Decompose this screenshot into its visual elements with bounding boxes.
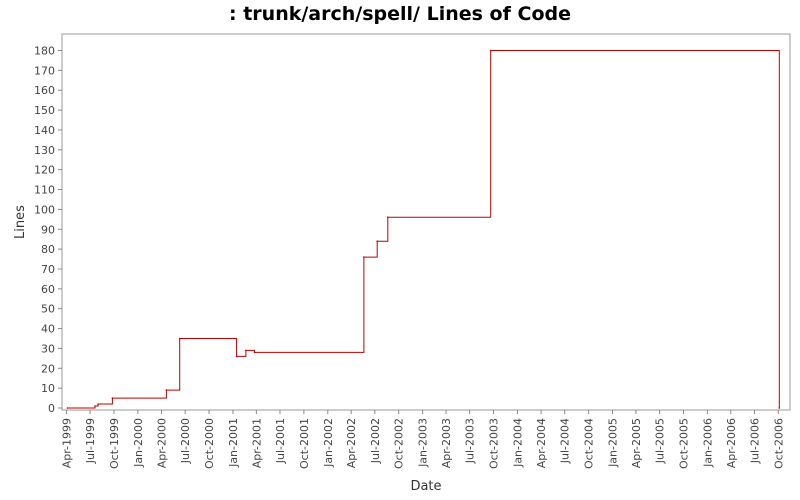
- data-point: [178, 337, 181, 340]
- y-tick-label: 50: [41, 303, 55, 316]
- data-point: [245, 349, 247, 352]
- x-tick-label: Apr-2005: [630, 418, 643, 468]
- x-tick-label: Jul-2001: [274, 418, 287, 464]
- x-tick-label: Jan-2000: [132, 418, 145, 468]
- x-tick-label: Jan-2005: [607, 418, 620, 468]
- x-axis: Apr-1999 Jul-1999 Oct-1999 Jan-2000 Apr-2000…: [60, 410, 785, 469]
- data-point: [165, 389, 168, 391]
- data-point: [66, 407, 69, 409]
- x-tick-label: Jul-2002: [369, 418, 382, 464]
- y-tick-label: 90: [41, 223, 55, 236]
- x-tick-label: Jan-2002: [322, 418, 335, 468]
- data-point: [235, 355, 238, 358]
- y-tick-label: 170: [34, 64, 55, 77]
- x-tick-label: Oct-1999: [108, 418, 121, 469]
- plot-area: [61, 33, 791, 411]
- x-tick-label: Jan-2003: [417, 418, 430, 468]
- x-tick-label: Oct-2006: [772, 418, 785, 469]
- x-tick-label: Jul-2004: [559, 418, 572, 464]
- y-tick-label: 40: [41, 323, 55, 336]
- series-line: [66, 49, 781, 409]
- x-tick-label: Jul-2005: [654, 418, 667, 464]
- y-tick-label: 20: [41, 362, 55, 375]
- x-tick-label: Apr-2006: [725, 418, 738, 468]
- x-tick-label: Jan-2001: [227, 418, 240, 468]
- x-tick-label: Jan-2006: [701, 418, 714, 468]
- y-axis-label: Lines: [13, 205, 28, 239]
- x-tick-label: Oct-2001: [298, 418, 311, 469]
- y-tick-label: 70: [41, 263, 55, 276]
- y-tick-label: 0: [48, 402, 55, 415]
- y-tick-label: 80: [41, 243, 55, 256]
- x-tick-label: Oct-2003: [488, 418, 501, 469]
- y-tick-label: 30: [41, 342, 55, 355]
- data-point: [489, 49, 492, 52]
- x-axis-label: Date: [410, 479, 441, 494]
- data-point: [94, 405, 96, 407]
- y-tick-label: 150: [34, 104, 55, 117]
- y-tick-label: 110: [34, 184, 55, 197]
- x-tick-label: Apr-1999: [60, 418, 73, 468]
- y-tick-label: 140: [34, 124, 55, 137]
- y-axis: 0 10 20 30 40 50 60 70 80 90 100 110 120 130 140 150 160…: [34, 45, 62, 415]
- data-point: [363, 256, 365, 258]
- x-tick-label: Jan-2004: [511, 418, 524, 468]
- x-tick-label: Jul-1999: [84, 418, 97, 464]
- y-tick-label: 180: [34, 45, 55, 58]
- x-tick-label: Oct-2000: [203, 418, 216, 469]
- x-tick-label: Apr-2001: [250, 418, 263, 468]
- x-tick-label: Apr-2003: [440, 418, 453, 468]
- y-tick-label: 120: [34, 164, 55, 177]
- x-tick-label: Jul-2000: [179, 418, 192, 464]
- x-tick-label: Oct-2005: [677, 418, 690, 469]
- data-point: [387, 216, 389, 219]
- data-point: [253, 351, 256, 354]
- y-tick-label: 100: [34, 203, 55, 216]
- x-tick-label: Oct-2002: [393, 418, 406, 469]
- data-point: [376, 240, 379, 242]
- y-tick-label: 130: [34, 144, 55, 157]
- data-point: [778, 407, 781, 409]
- x-tick-label: Apr-2004: [535, 418, 548, 468]
- x-tick-label: Apr-2000: [156, 418, 169, 468]
- y-tick-label: 60: [41, 283, 55, 296]
- x-tick-label: Apr-2002: [345, 418, 358, 468]
- y-tick-label: 10: [41, 382, 55, 395]
- series-line-path: [67, 50, 780, 409]
- chart-title: : trunk/arch/spell/ Lines of Code: [229, 3, 571, 25]
- y-tick-label: 160: [34, 84, 55, 97]
- data-point: [111, 397, 114, 399]
- data-point: [97, 403, 99, 405]
- x-tick-label: Jul-2003: [464, 418, 477, 464]
- x-tick-label: Jul-2006: [748, 418, 761, 464]
- x-tick-label: Oct-2004: [583, 418, 596, 469]
